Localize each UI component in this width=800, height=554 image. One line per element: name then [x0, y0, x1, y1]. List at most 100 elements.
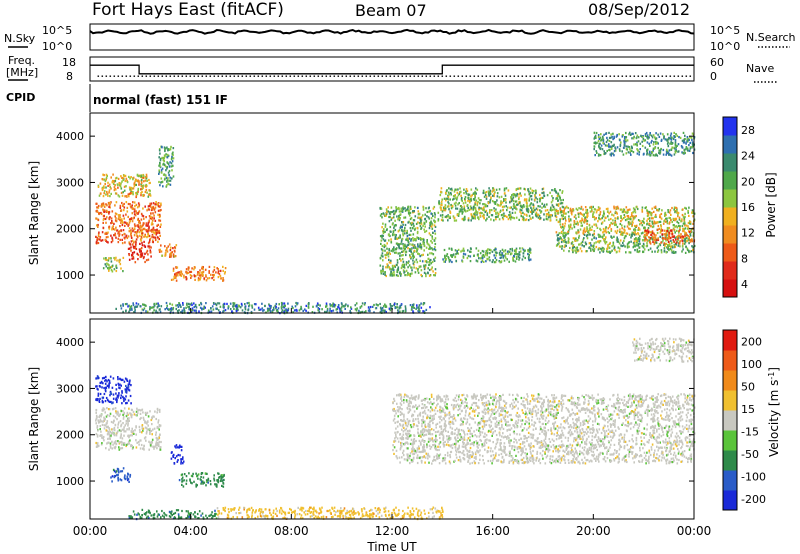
data-cell: [691, 142, 694, 145]
data-cell: [158, 156, 160, 159]
data-cell: [166, 146, 168, 149]
data-cell: [142, 222, 145, 225]
data-cell: [463, 249, 465, 252]
data-cell: [136, 206, 139, 209]
data-cell: [127, 202, 130, 206]
data-cell: [564, 216, 567, 219]
data-cell: [197, 277, 200, 280]
data-cell: [138, 221, 140, 224]
data-cell: [641, 209, 643, 212]
data-cell: [684, 251, 687, 254]
data-cell: [586, 250, 588, 253]
data-cell: [617, 246, 620, 249]
data-cell: [463, 207, 466, 210]
data-cell: [594, 141, 596, 144]
data-cell: [490, 209, 493, 212]
data-cell: [411, 243, 413, 246]
data-cell: [420, 269, 423, 272]
data-cell: [411, 252, 413, 256]
data-cell: [675, 148, 677, 151]
data-cell: [476, 216, 479, 219]
data-cell: [126, 378, 128, 381]
data-cell: [604, 229, 606, 232]
data-cell: [217, 270, 220, 273]
data-cell: [133, 208, 136, 211]
data-cell: [104, 232, 106, 235]
data-cell: [132, 304, 135, 307]
data-cell: [432, 231, 434, 234]
data-cell: [99, 182, 102, 185]
data-cell: [662, 153, 665, 156]
data-cell: [668, 216, 670, 219]
data-cell: [426, 215, 428, 218]
data-cell: [416, 248, 419, 251]
data-cell: [111, 237, 114, 240]
data-cell: [589, 226, 591, 229]
data-cell: [634, 231, 636, 234]
data-cell: [153, 309, 155, 312]
data-cell: [667, 141, 669, 144]
data-cell: [412, 219, 415, 222]
data-cell: [515, 249, 517, 252]
data-cell: [119, 206, 122, 209]
data-cell: [631, 212, 633, 215]
data-cell: [642, 137, 645, 141]
data-cell: [126, 222, 128, 226]
data-cell: [481, 207, 483, 210]
data-cell: [652, 134, 655, 137]
data-cell: [632, 232, 634, 235]
data-cell: [150, 218, 153, 221]
data-cell: [381, 234, 383, 237]
data-cell: [97, 235, 100, 238]
data-cell: [106, 190, 108, 194]
data-cell: [166, 307, 168, 310]
data-cell: [612, 243, 615, 246]
data-cell: [564, 206, 567, 209]
data-cell: [202, 271, 204, 274]
data-cell: [156, 231, 159, 234]
data-cell: [466, 204, 469, 207]
data-cell: [197, 279, 200, 282]
data-cell: [667, 232, 670, 235]
data-cell: [643, 235, 645, 238]
data-cell: [417, 216, 419, 219]
data-cell: [409, 248, 411, 251]
data-cell: [412, 259, 414, 262]
data-cell: [524, 249, 526, 252]
data-cell: [676, 208, 678, 211]
data-cell: [596, 151, 598, 154]
data-cell: [152, 306, 154, 309]
data-cell: [453, 202, 456, 205]
data-cell: [512, 205, 515, 208]
data-cell: [171, 169, 173, 172]
data-cell: [150, 229, 152, 232]
data-cell: [96, 425, 99, 428]
data-cell: [544, 205, 547, 209]
data-cell: [457, 248, 460, 251]
data-cell: [105, 176, 108, 179]
data-cell: [477, 197, 480, 200]
data-cell: [656, 221, 659, 224]
data-cell: [534, 209, 536, 212]
data-cell: [506, 250, 509, 253]
data-cell: [136, 414, 138, 417]
data-cell: [106, 380, 108, 383]
data-cell: [222, 269, 224, 272]
data-cell: [546, 213, 549, 216]
data-cell: [653, 242, 656, 245]
data-cell: [508, 211, 511, 214]
data-cell: [623, 143, 626, 146]
data-cell: [450, 193, 452, 196]
data-cell: [413, 249, 416, 252]
data-cell: [404, 223, 407, 227]
data-cell: [235, 305, 237, 308]
data-cell: [576, 250, 579, 253]
data-cell: [568, 250, 570, 253]
data-cell: [382, 232, 385, 235]
data-cell: [384, 223, 387, 226]
cpid-panel: CPID normal (fast) 151 IF: [6, 84, 228, 112]
data-cell: [97, 376, 100, 380]
data-cell: [220, 277, 222, 280]
data-cell: [428, 274, 431, 277]
data-cell: [590, 244, 592, 247]
